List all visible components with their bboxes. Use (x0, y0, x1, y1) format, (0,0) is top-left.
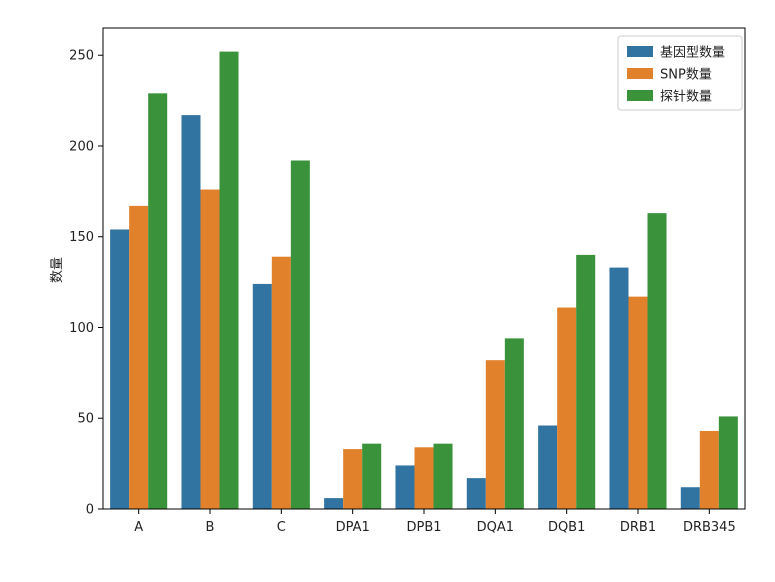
axes-group: 0 50 100 150 200 250 A B C DPA1 DPB1 DQA1 DQB1 DRB1 DR… (69, 27, 746, 535)
bar-DRB1-0 (609, 267, 629, 509)
bar-DQA1-2 (504, 338, 524, 509)
legend-swatch (627, 46, 653, 57)
x-tick-label: DQA1 (477, 520, 514, 535)
bar-B-1 (200, 189, 220, 510)
legend-label: 基因型数量 (660, 46, 725, 61)
bar-DRB345-2 (718, 416, 738, 509)
bar-DQB1-1 (557, 307, 577, 509)
x-tick-label: DPA1 (336, 520, 370, 535)
bar-DRB345-1 (699, 430, 719, 509)
bar-DQA1-0 (466, 478, 486, 509)
bar-DPA1-2 (362, 443, 382, 509)
y-tick-label: 100 (69, 321, 94, 336)
legend-swatch (627, 68, 653, 79)
bar-B-0 (181, 115, 201, 510)
bar-DPB1-1 (414, 447, 434, 509)
x-tick-label: B (206, 520, 215, 535)
bar-DQB1-2 (576, 254, 596, 509)
bars-group (110, 51, 738, 510)
bar-A-2 (148, 93, 168, 509)
y-tick-label: 0 (86, 503, 94, 518)
legend-swatch (627, 90, 653, 101)
bar-DRB1-1 (628, 296, 648, 509)
x-tick-label: DPB1 (406, 520, 441, 535)
bar-C-0 (252, 283, 272, 509)
bar-DPB1-2 (433, 443, 453, 509)
y-tick-label: 50 (77, 412, 94, 427)
bar-DQB1-0 (538, 425, 558, 509)
x-tick-label: A (134, 520, 143, 535)
bar-C-1 (271, 256, 291, 509)
bar-DPB1-0 (395, 465, 415, 509)
bar-B-2 (219, 51, 239, 509)
y-tick-label: 250 (69, 49, 94, 64)
legend-label: SNP数量 (660, 68, 712, 83)
y-axis-label: 数量 (50, 257, 65, 283)
x-tick-label: DRB345 (683, 520, 736, 535)
bar-DPA1-0 (324, 498, 344, 509)
bar-A-1 (129, 205, 149, 509)
bar-A-0 (110, 229, 130, 510)
x-tick-label: DQB1 (548, 520, 585, 535)
y-tick-label: 200 (69, 139, 94, 154)
x-tick-label: C (277, 520, 286, 535)
bar-DRB1-2 (647, 213, 667, 509)
bar-DRB345-0 (680, 487, 700, 509)
bar-DQA1-1 (485, 360, 505, 509)
legend-label: 探针数量 (660, 90, 712, 105)
bar-DPA1-1 (343, 449, 363, 509)
bar-C-2 (290, 160, 310, 509)
x-tick-label: DRB1 (620, 520, 656, 535)
y-tick-label: 150 (69, 230, 94, 245)
